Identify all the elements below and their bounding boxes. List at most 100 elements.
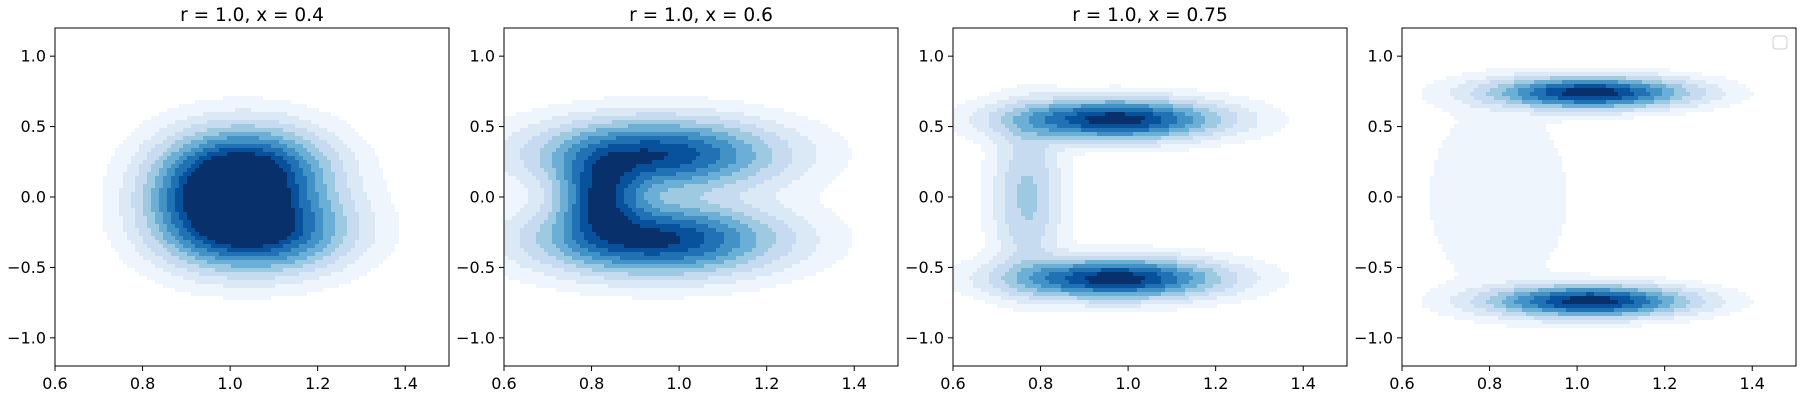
density-cell	[1522, 96, 1538, 100]
density-cell	[303, 232, 311, 236]
density-cell	[997, 100, 1017, 104]
density-cell	[556, 172, 564, 176]
density-cell	[981, 248, 1001, 252]
density-cell	[788, 140, 812, 144]
density-cell	[588, 144, 608, 148]
density-cell	[981, 264, 997, 268]
density-cell	[624, 244, 668, 248]
density-cell	[123, 228, 139, 232]
density-cell	[1005, 260, 1021, 264]
density-cell	[287, 172, 295, 176]
density-cell	[640, 172, 676, 176]
density-cell	[179, 164, 191, 168]
density-cell	[997, 264, 1013, 268]
density-cell	[311, 140, 327, 144]
density-cell	[1141, 300, 1193, 304]
density-cell	[151, 260, 167, 264]
density-cell	[664, 180, 708, 184]
density-cell	[139, 172, 147, 176]
density-cell	[1065, 116, 1085, 120]
density-cell	[327, 192, 339, 196]
density-cell	[1514, 284, 1554, 288]
density-cell	[632, 296, 684, 300]
density-cell	[1630, 84, 1650, 88]
density-cell	[1662, 88, 1674, 92]
density-cell	[1189, 272, 1205, 276]
density-cell	[159, 172, 167, 176]
density-cell	[1542, 320, 1630, 324]
density-contours	[504, 96, 852, 300]
density-cell	[568, 208, 572, 212]
density-cell	[788, 224, 812, 228]
density-cell	[1001, 116, 1013, 120]
density-cell	[588, 192, 616, 196]
density-cell	[1466, 80, 1490, 84]
density-cell	[175, 172, 183, 176]
density-cell	[1530, 104, 1562, 108]
density-cell	[1506, 88, 1518, 92]
density-cell	[327, 244, 339, 248]
density-cell	[1618, 92, 1634, 96]
density-cell	[1037, 204, 1049, 208]
density-cell	[997, 172, 1005, 176]
density-cell	[648, 188, 668, 192]
density-cell	[315, 184, 327, 188]
density-cell	[989, 280, 1005, 284]
density-cell	[560, 196, 568, 200]
density-cell	[772, 260, 800, 264]
density-cell	[335, 232, 347, 236]
density-cell	[167, 240, 179, 244]
density-cell	[504, 240, 520, 244]
density-cell	[175, 140, 191, 144]
density-cell	[812, 164, 848, 168]
density-cell	[1538, 288, 1566, 292]
density-cell	[1486, 76, 1514, 80]
density-cell	[800, 176, 836, 180]
density-cell	[556, 288, 760, 292]
density-cell	[1430, 204, 1566, 208]
density-cell	[355, 204, 371, 208]
density-cell	[772, 244, 792, 248]
density-cell	[556, 276, 604, 280]
density-cell	[303, 136, 319, 140]
density-cell	[676, 112, 744, 116]
density-cell	[596, 160, 652, 164]
density-cell	[564, 252, 580, 256]
density-cell	[564, 260, 584, 264]
density-cell	[187, 156, 199, 160]
density-cell	[179, 156, 187, 160]
density-cell	[636, 188, 648, 192]
density-cell	[632, 168, 656, 172]
density-cell	[359, 216, 375, 220]
density-cell	[981, 228, 997, 232]
density-cell	[295, 176, 307, 180]
density-cell	[1674, 296, 1686, 300]
density-cell	[1201, 140, 1245, 144]
density-cell	[592, 256, 620, 260]
density-cell	[700, 196, 740, 200]
density-cell	[119, 196, 131, 200]
density-cell	[1686, 284, 1722, 288]
x-tick-label: 0.8	[579, 374, 604, 393]
density-cell	[540, 228, 552, 232]
density-cell	[1646, 292, 1662, 296]
density-cell	[111, 244, 135, 248]
y-tick-label: −0.5	[905, 258, 944, 277]
density-cell	[1205, 96, 1249, 100]
density-cell	[143, 196, 151, 200]
density-cell	[744, 112, 796, 116]
density-cell	[1001, 120, 1013, 124]
density-cell	[1145, 260, 1177, 264]
density-cell	[111, 156, 131, 160]
density-cell	[1225, 128, 1249, 132]
density-cell	[1221, 116, 1237, 120]
density-cell	[556, 220, 564, 224]
density-cell	[335, 176, 347, 180]
density-cell	[1045, 160, 1057, 164]
density-cell	[780, 200, 820, 204]
density-cell	[588, 188, 616, 192]
density-cell	[560, 180, 568, 184]
density-cell	[1706, 300, 1726, 304]
axis-ticks: 0.6 0.8 1.0 1.2 1.41.00.50.0−0.5−1.0	[456, 47, 867, 393]
density-cell	[504, 248, 524, 252]
